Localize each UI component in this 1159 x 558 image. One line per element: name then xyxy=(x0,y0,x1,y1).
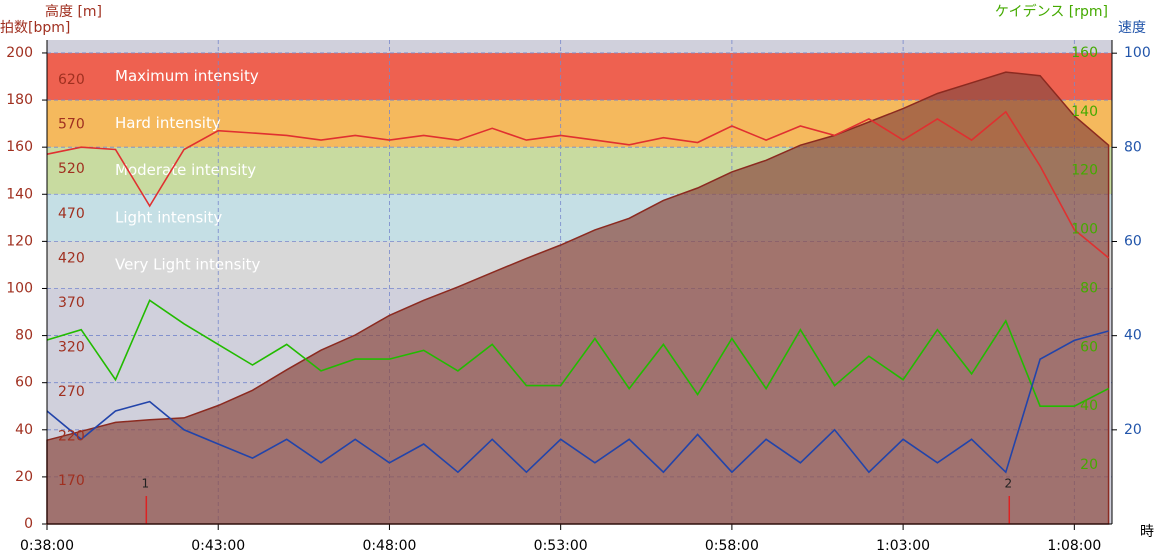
lap-label: 2 xyxy=(1004,477,1012,491)
x-tick-label: 1:08:00 xyxy=(1047,538,1101,554)
x-tick-label: 0:38:00 xyxy=(20,538,74,554)
y2-axis-title: 高度 [m] xyxy=(45,3,102,20)
y4-axis-title: 速度 xyxy=(1118,20,1146,36)
y3-tick-label: 60 xyxy=(1080,339,1098,355)
y-tick-label: 160 xyxy=(6,139,33,155)
y-tick-label: 100 xyxy=(6,280,33,296)
y-tick-label: 0 xyxy=(24,516,33,532)
y2-tick-label: 170 xyxy=(58,473,85,489)
x-tick-label: 1:03:00 xyxy=(876,538,930,554)
x-tick-label: 0:43:00 xyxy=(191,538,245,554)
x-tick-label: 0:53:00 xyxy=(534,538,588,554)
y4-tick-label: 20 xyxy=(1124,422,1142,438)
y3-tick-label: 100 xyxy=(1071,222,1098,238)
y3-tick-label: 140 xyxy=(1071,104,1098,120)
zone-label: Hard intensity xyxy=(115,114,221,132)
y2-tick-label: 270 xyxy=(58,384,85,400)
y3-tick-label: 160 xyxy=(1071,45,1098,61)
y-tick-label: 60 xyxy=(15,375,33,391)
y3-axis-title: ケイデンス [rpm] xyxy=(995,3,1108,20)
y2-tick-label: 370 xyxy=(58,295,85,311)
zone-label: Light intensity xyxy=(115,208,222,226)
y4-tick-label: 40 xyxy=(1124,328,1142,344)
y2-tick-label: 620 xyxy=(58,72,85,88)
zone-label: Maximum intensity xyxy=(115,67,259,85)
y4-tick-label: 100 xyxy=(1124,45,1151,61)
altitude-area xyxy=(46,71,1110,525)
x-axis-title: 時 xyxy=(1140,524,1154,540)
y4-tick-label: 80 xyxy=(1124,139,1142,155)
y3-tick-label: 80 xyxy=(1080,280,1098,296)
y3-tick-label: 20 xyxy=(1080,457,1098,473)
series-line xyxy=(46,330,1109,474)
y2-tick-label: 570 xyxy=(58,117,85,133)
y-tick-label: 80 xyxy=(15,328,33,344)
y-tick-label: 140 xyxy=(6,186,33,202)
intensity-zone xyxy=(47,52,1112,101)
y2-tick-label: 470 xyxy=(58,206,85,222)
series-line xyxy=(46,110,1110,259)
zone-label: Moderate intensity xyxy=(115,161,256,179)
y-tick-label: 20 xyxy=(15,469,33,485)
lap-label: 1 xyxy=(141,477,149,491)
y-axis-title: 拍数[bpm] xyxy=(0,20,70,36)
y3-tick-label: 120 xyxy=(1071,163,1098,179)
y2-tick-label: 520 xyxy=(58,161,85,177)
y2-tick-label: 420 xyxy=(58,250,85,266)
y-tick-label: 40 xyxy=(15,422,33,438)
x-tick-label: 0:48:00 xyxy=(362,538,416,554)
zone-label: Very Light intensity xyxy=(115,255,260,273)
y2-tick-label: 320 xyxy=(58,340,85,356)
y-tick-label: 120 xyxy=(6,233,33,249)
y3-tick-label: 40 xyxy=(1080,398,1098,414)
y4-tick-label: 60 xyxy=(1124,234,1142,250)
y-tick-label: 180 xyxy=(6,92,33,108)
series-line xyxy=(46,299,1109,407)
y2-tick-label: 220 xyxy=(58,429,85,445)
y-tick-label: 200 xyxy=(6,45,33,61)
x-tick-label: 0:58:00 xyxy=(705,538,759,554)
